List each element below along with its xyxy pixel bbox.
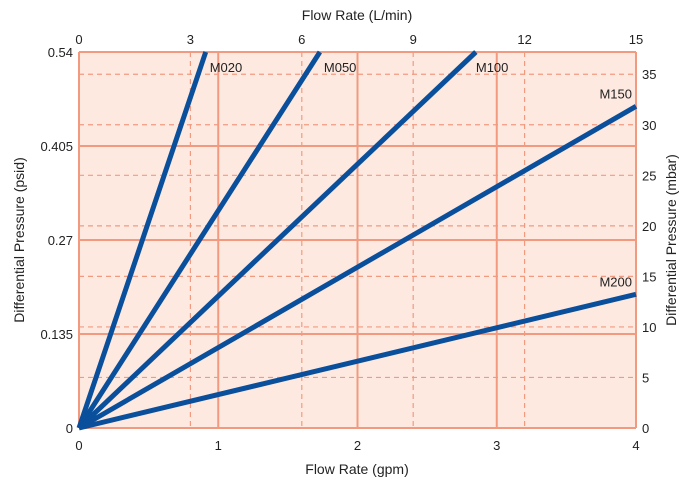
series-label-m020: M020	[210, 60, 243, 75]
x-top-tick-label: 12	[517, 32, 531, 47]
series-lines	[76, 50, 638, 431]
x-bottom-tick-label: 4	[632, 438, 639, 453]
x-bottom-tick-label: 3	[493, 438, 500, 453]
series-line-m050	[76, 50, 323, 430]
y-right-tick-label: 0	[642, 421, 649, 436]
y-left-tick-label: 0.54	[48, 45, 73, 60]
x-bottom-tick-label: 1	[215, 438, 222, 453]
series-line-m150	[77, 104, 638, 431]
y-left-title: Differential Pressure (psid)	[11, 157, 27, 322]
y-right-tick-label: 10	[642, 320, 656, 335]
x-top-tick-label: 0	[75, 32, 82, 47]
x-top-tick-label: 9	[410, 32, 417, 47]
x-top-tick-label: 3	[187, 32, 194, 47]
y-right-title: Differential Pressure (mbar)	[663, 154, 679, 326]
series-label-m200: M200	[599, 274, 632, 289]
x-bottom-tick-label: 2	[354, 438, 361, 453]
series-line-m020	[76, 51, 209, 429]
y-right-tick-label: 35	[642, 67, 656, 82]
x-bottom-title: Flow Rate (gpm)	[305, 461, 408, 477]
series-label-m100: M100	[476, 60, 509, 75]
x-top-tick-label: 6	[298, 32, 305, 47]
tick-labels: 0 1 2 3 40 3 6 9 12 1500.1350.270.4050.5405101520…	[40, 32, 656, 453]
y-left-tick-label: 0	[66, 421, 73, 436]
y-right-tick-label: 25	[642, 168, 656, 183]
y-left-tick-label: 0.27	[48, 233, 73, 248]
series-line-m200	[78, 291, 637, 431]
series-label-m050: M050	[324, 60, 357, 75]
x-top-title: Flow Rate (L/min)	[302, 7, 412, 23]
y-right-tick-label: 5	[642, 370, 649, 385]
series-labels: M020 M050 M100 M150 M200	[210, 60, 632, 289]
y-right-tick-label: 15	[642, 269, 656, 284]
series-label-m150: M150	[599, 86, 632, 101]
series-line-m100	[77, 50, 478, 430]
x-bottom-tick-label: 0	[75, 438, 82, 453]
y-left-tick-label: 0.405	[40, 139, 73, 154]
x-top-tick-label: 15	[629, 32, 643, 47]
y-right-tick-label: 20	[642, 219, 656, 234]
y-right-tick-label: 30	[642, 118, 656, 133]
y-left-tick-label: 0.135	[40, 327, 73, 342]
